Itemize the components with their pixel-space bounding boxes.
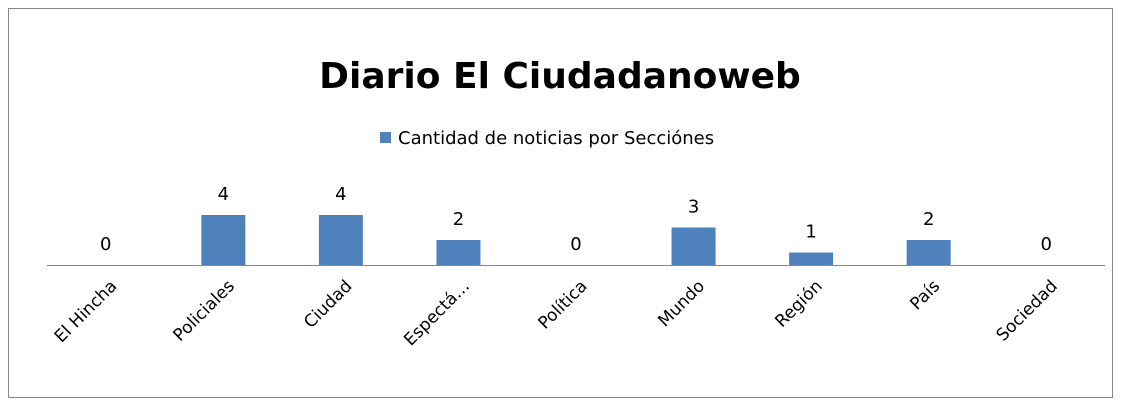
- bar: [906, 240, 951, 265]
- bar: [789, 252, 834, 265]
- chart-title: Diario El Ciudadanoweb: [319, 56, 801, 97]
- bar: [671, 227, 716, 265]
- data-label: 1: [805, 222, 816, 243]
- data-label: 3: [688, 197, 699, 218]
- bar: [201, 215, 246, 265]
- legend-label: Cantidad de noticias por Secciónes: [398, 128, 714, 149]
- data-label: 2: [453, 209, 464, 230]
- data-label: 0: [1040, 234, 1051, 255]
- data-label: 4: [335, 184, 346, 205]
- bar: [436, 240, 481, 265]
- bar: [318, 215, 363, 265]
- data-label: 2: [923, 209, 934, 230]
- chart-border: [8, 8, 1113, 398]
- data-label: 4: [218, 184, 229, 205]
- legend-swatch: [380, 132, 391, 143]
- data-label: 0: [100, 234, 111, 255]
- data-label: 0: [570, 234, 581, 255]
